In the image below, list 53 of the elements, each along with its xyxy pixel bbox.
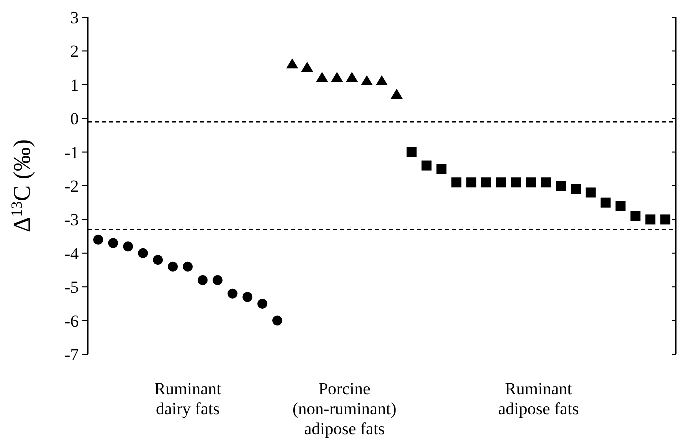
point bbox=[541, 178, 552, 188]
point bbox=[258, 298, 268, 309]
point bbox=[182, 262, 193, 272]
point bbox=[168, 262, 178, 272]
y-tick-label: 2 bbox=[70, 42, 79, 62]
point bbox=[242, 292, 253, 302]
point bbox=[556, 181, 566, 191]
text: Ruminant dairy fats bbox=[154, 380, 222, 418]
point bbox=[301, 62, 314, 72]
point bbox=[436, 164, 447, 174]
point bbox=[526, 178, 536, 188]
point bbox=[586, 188, 596, 198]
y-tick-label: 1 bbox=[70, 76, 79, 95]
text: Ruminant adipose fats bbox=[498, 380, 580, 418]
y-tick-label: -5 bbox=[64, 278, 79, 298]
point bbox=[466, 178, 477, 188]
point bbox=[228, 288, 238, 299]
y-tick-label: -1 bbox=[64, 143, 79, 162]
y-tick-label: -4 bbox=[64, 244, 80, 264]
point bbox=[406, 147, 417, 158]
y-tick-label: 0 bbox=[70, 110, 79, 129]
point bbox=[361, 76, 374, 86]
point bbox=[108, 238, 118, 248]
point bbox=[123, 242, 134, 252]
point bbox=[630, 211, 641, 222]
point bbox=[422, 160, 432, 171]
point bbox=[646, 214, 656, 225]
point bbox=[138, 248, 148, 258]
y-tick-label: -2 bbox=[64, 176, 79, 196]
point bbox=[616, 201, 626, 212]
point bbox=[212, 275, 223, 286]
point bbox=[481, 178, 492, 188]
point bbox=[272, 316, 283, 326]
point bbox=[511, 178, 522, 188]
point bbox=[660, 214, 671, 225]
point bbox=[600, 198, 611, 208]
point bbox=[198, 275, 208, 286]
y-tick-label: -3 bbox=[64, 210, 79, 230]
point bbox=[93, 234, 104, 245]
point bbox=[496, 178, 506, 188]
point bbox=[376, 76, 388, 86]
point bbox=[331, 72, 344, 82]
point bbox=[390, 89, 403, 100]
point bbox=[286, 58, 298, 69]
y-tick-label: -6 bbox=[64, 312, 79, 331]
point bbox=[153, 255, 164, 266]
point bbox=[452, 178, 462, 188]
point bbox=[571, 184, 582, 194]
point bbox=[316, 72, 328, 82]
y-tick-label: 3 bbox=[70, 8, 79, 28]
text: Porcine (non-ruminant) adipose fats bbox=[292, 380, 397, 438]
y-tick-label: -7 bbox=[64, 345, 80, 364]
point bbox=[346, 72, 358, 82]
